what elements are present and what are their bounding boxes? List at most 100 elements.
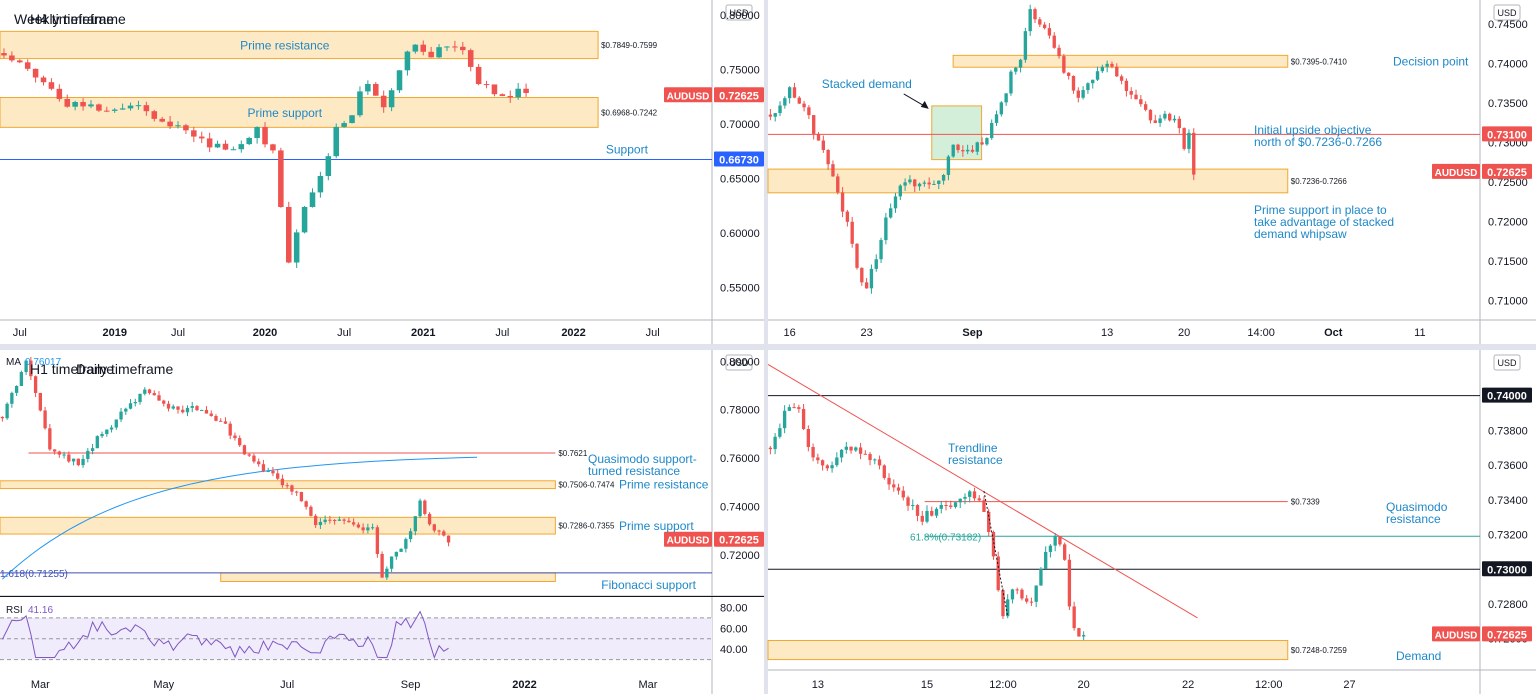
candle-body — [278, 150, 284, 207]
candle-body — [214, 415, 218, 421]
candle-body — [271, 470, 275, 474]
prime-resistance-label: Prime resistance — [240, 38, 330, 52]
candle-body — [285, 206, 292, 263]
candle-body — [418, 500, 422, 517]
candle-body — [1047, 28, 1052, 36]
zone-range-label: $0.6968-0.7242 — [601, 108, 658, 117]
candle-body — [356, 524, 361, 528]
fibonacci-support-label: Fibonacci support — [601, 578, 696, 592]
candle-body — [380, 95, 387, 108]
candle-body — [460, 46, 466, 51]
trendline-label-line: resistance — [948, 453, 1003, 467]
candle-body — [892, 484, 896, 488]
panel-divider-horizontal — [0, 344, 1536, 350]
x-tick-label: Oct — [1324, 327, 1343, 339]
level-range-label: $0.7339 — [1291, 498, 1320, 507]
candle-body — [1038, 19, 1042, 25]
candle-body — [446, 535, 451, 543]
candle-body — [40, 77, 47, 83]
candle-body — [1053, 536, 1057, 546]
prime-support-note-line: demand whipsaw — [1254, 227, 1347, 241]
candle-body — [206, 138, 213, 148]
candle-body — [850, 221, 854, 244]
candle-body — [807, 107, 811, 116]
stacked-demand-label: Stacked demand — [822, 77, 912, 91]
candle-body — [52, 449, 57, 452]
candle-body — [1139, 99, 1143, 105]
candle-body — [195, 406, 199, 411]
candle-body — [349, 115, 355, 124]
candle-body — [920, 515, 924, 522]
candle-body — [939, 504, 943, 509]
candle-body — [444, 46, 450, 48]
candle-body — [1063, 544, 1067, 560]
ma-legend-value: 0.76017 — [25, 357, 62, 368]
candle-body — [515, 88, 521, 98]
x-tick-label: 27 — [1343, 679, 1355, 691]
candle-body — [270, 144, 276, 151]
zone-0 — [952, 54, 1289, 68]
candle-body — [927, 182, 931, 185]
price-tag — [714, 151, 764, 167]
candle-body — [1010, 589, 1015, 600]
candle-body — [109, 427, 114, 430]
candle-body — [1153, 120, 1157, 123]
candle-body — [262, 127, 268, 145]
candle-body — [1091, 79, 1095, 84]
ma-legend-label: MA — [6, 357, 21, 368]
candle-body — [901, 490, 905, 498]
candle-body — [797, 97, 801, 104]
candle-body — [238, 438, 242, 446]
y-tick-label: 0.73800 — [1488, 425, 1528, 437]
candle-body — [5, 403, 9, 419]
currency-label: USD — [729, 8, 749, 18]
candle-body — [917, 183, 922, 187]
candle-body — [96, 104, 102, 111]
objective-label-line: north of $0.7236-0.7266 — [1254, 135, 1382, 149]
y-tick-label: 0.74000 — [1488, 58, 1528, 70]
candle-body — [1020, 589, 1024, 599]
x-tick-label: 22 — [1182, 679, 1194, 691]
candle-body — [830, 465, 834, 469]
candle-body — [835, 457, 839, 466]
candle-body — [332, 520, 337, 522]
candle-body — [62, 454, 66, 456]
rsi-band — [0, 617, 712, 660]
rsi-line — [1, 610, 449, 659]
x-tick-label: 2020 — [253, 327, 277, 339]
candle-body — [958, 498, 962, 503]
candle-body — [1143, 104, 1148, 110]
candle-body — [949, 505, 953, 507]
candle-body — [0, 416, 5, 419]
candle-body — [944, 504, 948, 506]
candle-body — [888, 208, 893, 218]
candle-body — [778, 428, 782, 437]
candle-body — [1058, 536, 1062, 545]
candle-body — [845, 211, 850, 222]
candle-body — [956, 144, 960, 151]
candle-body — [932, 183, 936, 185]
candle-body — [175, 125, 181, 127]
objective-label-line: Initial upside objective — [1254, 123, 1372, 137]
candle-body — [1033, 9, 1037, 20]
candle-body — [930, 510, 934, 516]
candle-body — [1177, 118, 1182, 129]
candle-body — [252, 455, 256, 462]
candle-body — [858, 447, 863, 454]
x-tick-label: 20 — [1178, 327, 1190, 339]
symbol-tag — [664, 531, 712, 547]
candle-body — [996, 556, 1000, 591]
candle-body — [104, 110, 110, 112]
candle-body — [913, 179, 917, 187]
candle-body — [389, 556, 394, 569]
candle-body — [138, 393, 142, 402]
candle-body — [413, 516, 417, 532]
candle-body — [29, 360, 33, 377]
candle-body — [301, 206, 308, 233]
candle-body — [166, 403, 171, 409]
prime-support-note-line: Prime support in place to — [1254, 203, 1387, 217]
candle-body — [868, 454, 872, 461]
candle-body — [863, 453, 867, 455]
candle-body — [242, 445, 247, 455]
